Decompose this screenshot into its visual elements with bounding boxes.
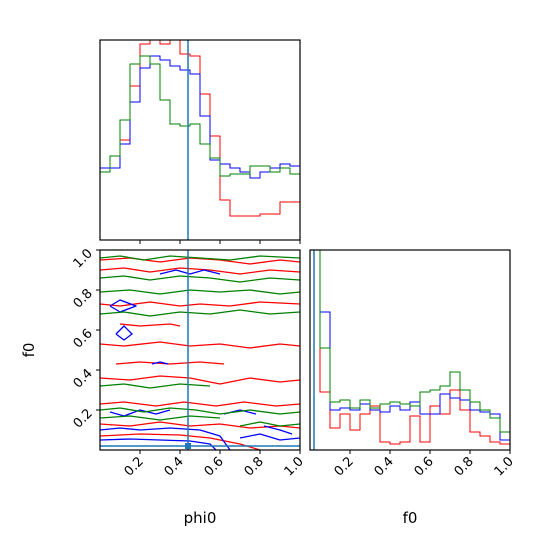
contour-series-0-line-7	[100, 401, 300, 407]
phi0-marginal-panel	[99, 39, 301, 244]
joint-ytick-label-3: 0.8	[71, 286, 96, 311]
contour-series-1-line-6	[100, 438, 217, 450]
contour-series-1-line-2	[115, 325, 133, 341]
f0-marginal-ticks: 0.2 0.4 0.6 0.8 1.0	[332, 450, 517, 479]
contour-series-0-line-1	[100, 267, 300, 275]
contour-truth-marker	[185, 443, 191, 449]
phi0-hist-series-2-step	[100, 55, 300, 240]
f0-marginal-panel: 0.2 0.4 0.6 0.8 1.0	[309, 249, 517, 479]
contour-series-2-line-6	[100, 415, 221, 421]
contour-series-1-line-5	[100, 427, 231, 450]
joint-contour-panel: 0.2 0.4 0.6 0.8 1.0 0.2 0.4 0.6 0.8 1.0	[71, 246, 307, 479]
joint-ytick-label-0: 0.2	[71, 406, 96, 431]
contour-series-2-line-3	[100, 309, 300, 317]
joint-xtick-label-4: 1.0	[282, 454, 307, 479]
contour-series-1-line-0	[159, 269, 221, 275]
f0-marginal-xtick-label-0: 0.2	[332, 454, 357, 479]
f0-marginal-xtick-label-2: 0.6	[412, 454, 437, 479]
contour-series-0-line-9	[100, 433, 261, 450]
contour-series-0-line-5	[115, 361, 225, 365]
contour-series-1-line-3	[151, 361, 169, 365]
contour-series-0-line-2	[100, 301, 300, 307]
contour-series-1-line-9	[239, 433, 300, 441]
x-axis-label-phi0: phi0	[184, 509, 217, 527]
phi0-marginal-plot-area	[100, 40, 300, 240]
contour-series-2-line-1	[100, 275, 300, 283]
f0-marginal-xtick-label-1: 0.4	[372, 454, 397, 479]
joint-ytick-label-2: 0.6	[71, 326, 96, 351]
f0-marginal-plot-area	[310, 250, 510, 450]
f0-marginal-xtick-label-3: 0.8	[452, 454, 477, 479]
contour-series-1-line-1	[109, 299, 137, 313]
contour-series-2-line-5	[100, 407, 300, 415]
joint-xtick-label-2: 0.6	[202, 454, 227, 479]
y-axis-label-f0: f0	[20, 343, 38, 358]
f0-hist-series-0-step	[310, 250, 510, 450]
joint-contour-plot-area	[100, 250, 300, 450]
contour-series-1-line-4	[109, 409, 171, 417]
joint-xtick-label-0: 0.2	[122, 454, 147, 479]
contour-series-2-line-7	[239, 421, 300, 427]
contour-series-2-line-2	[100, 289, 300, 295]
contour-series-0-line-8	[100, 421, 300, 429]
phi0-marginal-frame	[99, 39, 301, 241]
joint-ytick-label-4: 1.0	[71, 246, 96, 271]
contour-series-0-line-6	[100, 375, 300, 385]
f0-hist-series-1-step	[310, 250, 510, 450]
f0-hist-series-2-step	[310, 250, 510, 450]
joint-contour-background	[100, 250, 300, 450]
joint-ytick-label-1: 0.4	[71, 366, 96, 391]
joint-xtick-label-1: 0.4	[162, 454, 187, 479]
contour-series-0-line-3	[119, 323, 181, 327]
phi0-marginal-ticks	[139, 240, 301, 244]
contour-series-2-line-4	[100, 383, 211, 389]
f0-marginal-frame	[309, 249, 511, 451]
x-axis-label-f0: f0	[403, 509, 418, 527]
contour-series-1-line-8	[263, 425, 293, 435]
contour-series-2-line-0	[100, 255, 300, 261]
f0-marginal-xtick-label-4: 1.0	[492, 454, 517, 479]
joint-contour-frame	[99, 249, 301, 451]
contour-series-0-line-4	[100, 341, 300, 349]
joint-xtick-label-3: 0.8	[242, 454, 267, 479]
